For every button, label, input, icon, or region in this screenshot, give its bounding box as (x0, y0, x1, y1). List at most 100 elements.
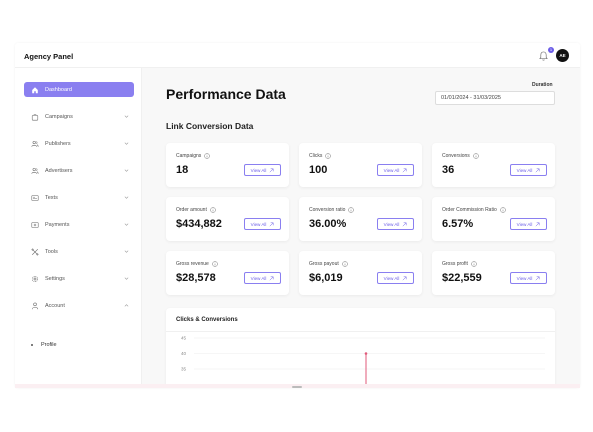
clicks-conversions-chart: 45 40 35 (181, 336, 545, 388)
notification-badge: 1 (548, 47, 554, 53)
card-label-text: Order Commission Ratio (442, 207, 497, 213)
info-icon[interactable] (204, 153, 211, 159)
arrow-up-right-icon (270, 168, 274, 172)
card-value: 100 (309, 164, 328, 176)
card-label: Conversion ratio (309, 207, 355, 213)
sidebar-item-publishers[interactable]: Publishers (24, 136, 134, 151)
card-label: Order Commission Ratio (442, 207, 506, 213)
card-label: Conversions (442, 153, 479, 159)
sidebar: Dashboard Campaigns Publishers Advertise… (15, 68, 142, 388)
info-icon[interactable] (473, 153, 479, 159)
sidebar-item-label: Settings (45, 275, 65, 282)
gear-icon (28, 274, 42, 283)
sidebar-item-label: Payments (45, 221, 70, 228)
card-label: Gross revenue (176, 261, 218, 267)
page-title: Performance Data (166, 86, 286, 102)
card-label: Order amount (176, 207, 216, 213)
card-label-text: Conversion ratio (309, 207, 346, 213)
data-point[interactable] (364, 352, 368, 355)
info-icon[interactable] (342, 261, 348, 267)
view-all-label: View All (383, 275, 400, 281)
card-value: 36.00% (309, 218, 347, 230)
scrollbar-handle[interactable] (292, 386, 302, 388)
view-all-label: View All (250, 221, 267, 227)
view-all-button[interactable]: View All (244, 164, 281, 176)
card-label: Gross profit (442, 261, 477, 267)
users-icon (28, 139, 42, 148)
date-range-input[interactable]: 01/01/2024 - 31/03/2025 (435, 91, 555, 105)
arrow-up-right-icon (403, 168, 407, 172)
card-label: Campaigns (176, 153, 211, 159)
app-window: Agency Panel 1 AE Dashboard Campaigns Pu (15, 43, 580, 388)
stat-card: Order Commission Ratio 6.57% View All (432, 197, 555, 241)
sidebar-item-label: Campaigns (45, 113, 73, 120)
view-all-button[interactable]: View All (510, 218, 547, 230)
view-all-button[interactable]: View All (377, 272, 414, 284)
sidebar-subitem-profile[interactable]: Profile (31, 342, 57, 348)
arrow-up-right-icon (536, 168, 540, 172)
stat-card: Order amount $434,882 View All (166, 197, 289, 241)
info-icon[interactable] (325, 153, 332, 159)
sidebar-item-account[interactable]: Account (24, 298, 134, 313)
view-all-button[interactable]: View All (377, 164, 414, 176)
avatar[interactable]: AE (556, 49, 569, 62)
sidebar-item-texts[interactable]: Texts (24, 190, 134, 205)
card-value: 18 (176, 164, 189, 176)
stat-card: Campaigns 18 View All (166, 143, 289, 187)
stat-card: Gross profit $22,559 View All (432, 251, 555, 295)
chevron-down-icon (122, 275, 130, 283)
view-all-label: View All (383, 167, 400, 173)
bullet-icon (31, 344, 33, 346)
arrow-up-right-icon (270, 276, 274, 280)
view-all-label: View All (383, 221, 400, 227)
view-all-label: View All (516, 221, 533, 227)
sidebar-item-tools[interactable]: Tools (24, 244, 134, 259)
card-label-text: Gross profit (442, 261, 468, 267)
sidebar-item-label: Advertisers (45, 167, 73, 174)
card-label-text: Campaigns (176, 153, 202, 159)
view-all-button[interactable]: View All (510, 164, 547, 176)
card-label-text: Order amount (176, 207, 207, 213)
sidebar-item-label: Publishers (45, 140, 71, 147)
chevron-down-icon (122, 248, 130, 256)
y-tick-label: 35 (181, 367, 187, 372)
card-label-text: Clicks (309, 153, 323, 159)
user-icon (28, 301, 42, 310)
sidebar-item-label: Texts (45, 194, 58, 201)
chevron-up-icon (122, 302, 130, 310)
section-title: Link Conversion Data (166, 121, 254, 131)
card-value: $434,882 (176, 218, 222, 230)
view-all-button[interactable]: View All (377, 218, 414, 230)
main-content: Performance Data Duration 01/01/2024 - 3… (142, 68, 580, 388)
view-all-button[interactable]: View All (510, 272, 547, 284)
card-label-text: Conversions (442, 153, 470, 159)
info-icon[interactable] (348, 207, 355, 213)
sidebar-item-payments[interactable]: Payments (24, 217, 134, 232)
arrow-up-right-icon (403, 276, 407, 280)
sidebar-item-advertisers[interactable]: Advertisers (24, 163, 134, 178)
sidebar-item-dashboard[interactable]: Dashboard (24, 82, 134, 97)
info-icon[interactable] (500, 207, 506, 213)
sidebar-item-campaigns[interactable]: Campaigns (24, 109, 134, 124)
info-icon[interactable] (210, 207, 216, 213)
info-icon[interactable] (471, 261, 477, 267)
view-all-button[interactable]: View All (244, 272, 281, 284)
app-title: Agency Panel (24, 52, 74, 61)
bell-icon[interactable] (539, 51, 548, 61)
view-all-button[interactable]: View All (244, 218, 281, 230)
payment-icon (28, 220, 42, 229)
chevron-down-icon (122, 194, 130, 202)
card-label: Clicks (309, 153, 332, 159)
card-label-text: Gross payout (309, 261, 339, 267)
tools-icon (28, 247, 42, 256)
chart-card: Clicks & Conversions 45 40 35 (166, 308, 555, 388)
sidebar-item-settings[interactable]: Settings (24, 271, 134, 286)
stat-card: Conversions 36 View All (432, 143, 555, 187)
card-label-text: Gross revenue (176, 261, 209, 267)
card-value: 36 (442, 164, 455, 176)
text-icon (28, 193, 42, 202)
bag-icon (28, 112, 42, 121)
y-tick-label: 45 (181, 336, 187, 341)
card-value: 6.57% (442, 218, 474, 230)
info-icon[interactable] (212, 261, 218, 267)
